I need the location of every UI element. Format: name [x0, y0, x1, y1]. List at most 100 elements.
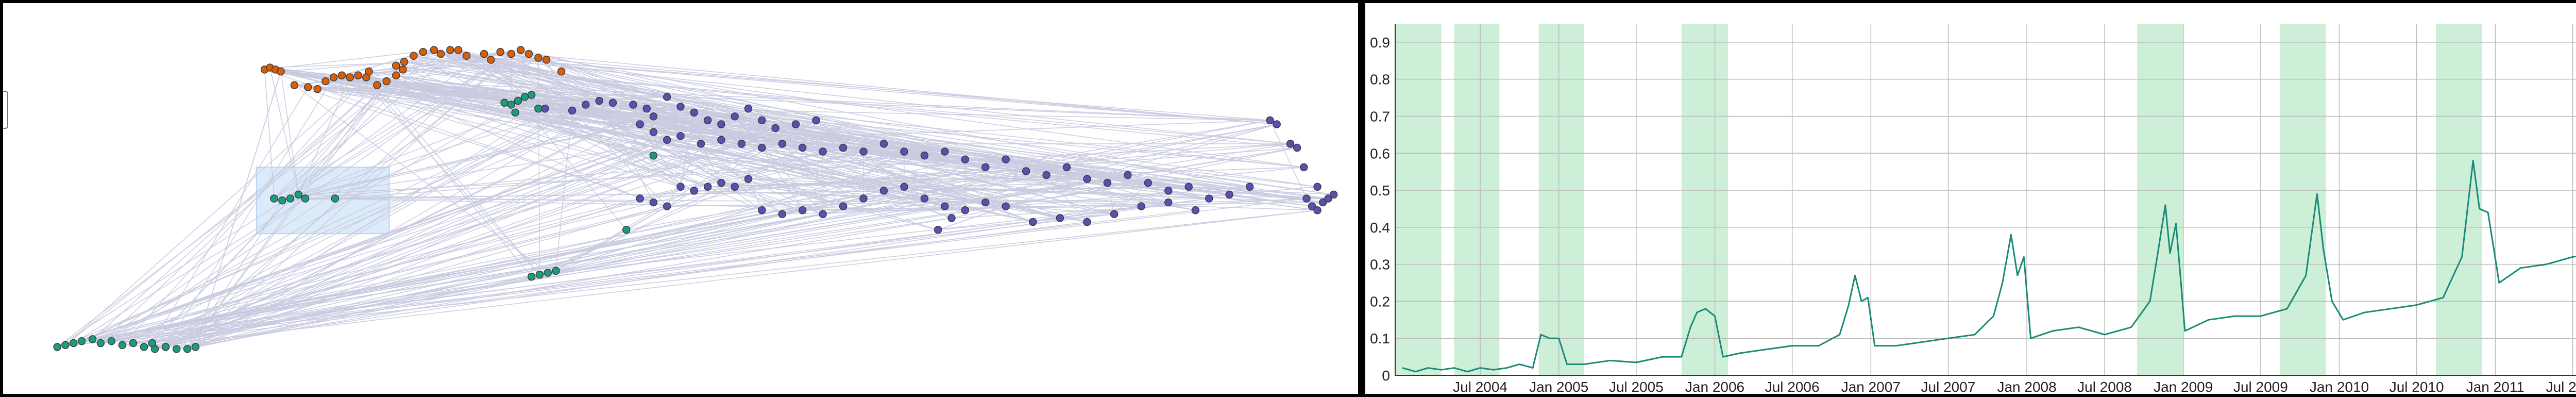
graph-node-purple[interactable] — [1124, 171, 1132, 179]
network-graph[interactable] — [3, 3, 1358, 394]
graph-node-purple[interactable] — [744, 175, 753, 183]
graph-node-green[interactable] — [53, 343, 61, 351]
graph-node-purple[interactable] — [900, 183, 908, 191]
graph-node-purple[interactable] — [1062, 163, 1071, 172]
graph-node-green[interactable] — [129, 339, 138, 348]
graph-node-purple[interactable] — [595, 96, 603, 105]
graph-node-orange[interactable] — [392, 71, 400, 79]
graph-node-purple[interactable] — [981, 198, 990, 207]
graph-node-orange[interactable] — [321, 77, 330, 86]
graph-node-green[interactable] — [552, 267, 560, 275]
graph-node-purple[interactable] — [737, 140, 746, 148]
graph-node-green[interactable] — [286, 194, 295, 203]
graph-node-orange[interactable] — [313, 85, 321, 93]
graph-node-purple[interactable] — [1056, 214, 1064, 222]
graph-node-purple[interactable] — [582, 101, 590, 109]
graph-node-green[interactable] — [118, 341, 127, 349]
graph-node-orange[interactable] — [304, 83, 312, 91]
graph-node-green[interactable] — [161, 343, 170, 351]
graph-node-purple[interactable] — [703, 116, 712, 125]
graph-node-purple[interactable] — [758, 206, 766, 214]
graph-node-purple[interactable] — [1002, 155, 1010, 163]
graph-node-green[interactable] — [172, 345, 181, 353]
graph-node-purple[interactable] — [690, 187, 699, 195]
graph-node-orange[interactable] — [507, 49, 515, 58]
graph-node-orange[interactable] — [430, 46, 438, 54]
graph-node-green[interactable] — [301, 194, 310, 203]
graph-node-purple[interactable] — [1029, 218, 1037, 226]
graph-node-purple[interactable] — [900, 147, 908, 156]
graph-node-green[interactable] — [70, 339, 78, 348]
graph-node-purple[interactable] — [819, 210, 827, 219]
graph-node-green[interactable] — [331, 194, 340, 203]
graph-node-orange[interactable] — [337, 71, 346, 79]
graph-node-purple[interactable] — [649, 198, 658, 207]
graph-node-purple[interactable] — [839, 143, 848, 152]
graph-node-purple[interactable] — [717, 136, 725, 144]
graph-node-purple[interactable] — [717, 178, 725, 187]
graph-node-green[interactable] — [140, 343, 148, 351]
graph-node-purple[interactable] — [879, 187, 888, 195]
graph-node-orange[interactable] — [462, 52, 471, 60]
graph-node-purple[interactable] — [717, 120, 725, 128]
graph-node-purple[interactable] — [791, 120, 800, 128]
graph-node-purple[interactable] — [676, 103, 685, 111]
graph-node-purple[interactable] — [819, 147, 827, 156]
graph-node-purple[interactable] — [1308, 202, 1316, 210]
graph-node-purple[interactable] — [1002, 202, 1010, 210]
graph-node-purple[interactable] — [961, 206, 970, 214]
graph-node-purple[interactable] — [731, 112, 739, 121]
graph-node-green[interactable] — [527, 91, 536, 99]
graph-node-green[interactable] — [191, 343, 200, 351]
graph-node-purple[interactable] — [771, 124, 779, 133]
graph-node-orange[interactable] — [534, 54, 543, 62]
graph-node-purple[interactable] — [636, 120, 644, 128]
graph-node-purple[interactable] — [649, 112, 658, 121]
graph-node-purple[interactable] — [947, 214, 956, 222]
graph-node-green[interactable] — [649, 151, 658, 160]
graph-node-purple[interactable] — [1042, 171, 1050, 179]
graph-node-purple[interactable] — [1083, 218, 1091, 226]
graph-node-purple[interactable] — [1286, 140, 1295, 148]
graph-node-purple[interactable] — [676, 131, 685, 140]
graph-node-purple[interactable] — [859, 194, 868, 203]
graph-node-purple[interactable] — [1293, 143, 1301, 152]
graph-node-purple[interactable] — [941, 147, 949, 156]
graph-node-orange[interactable] — [382, 77, 391, 86]
graph-node-purple[interactable] — [879, 140, 888, 148]
graph-node-green[interactable] — [77, 337, 86, 345]
graph-node-orange[interactable] — [346, 73, 354, 81]
graph-node-purple[interactable] — [1313, 206, 1321, 214]
graph-node-purple[interactable] — [758, 116, 766, 125]
graph-node-purple[interactable] — [731, 183, 739, 191]
graph-node-green[interactable] — [534, 104, 543, 113]
graph-node-purple[interactable] — [1022, 167, 1030, 175]
graph-node-purple[interactable] — [1103, 178, 1112, 187]
graph-node-orange[interactable] — [277, 67, 285, 76]
graph-node-orange[interactable] — [487, 56, 495, 64]
graph-node-green[interactable] — [96, 339, 105, 348]
graph-node-purple[interactable] — [568, 106, 577, 115]
graph-node-orange[interactable] — [496, 48, 504, 56]
graph-node-green[interactable] — [148, 339, 157, 348]
graph-node-purple[interactable] — [1324, 194, 1332, 203]
graph-node-purple[interactable] — [1137, 202, 1145, 210]
graph-node-green[interactable] — [294, 190, 303, 199]
graph-node-green[interactable] — [514, 96, 522, 105]
graph-node-purple[interactable] — [1164, 198, 1173, 207]
graph-node-purple[interactable] — [608, 98, 617, 107]
graph-node-orange[interactable] — [419, 48, 428, 56]
graph-node-purple[interactable] — [1144, 178, 1153, 187]
graph-node-green[interactable] — [507, 101, 515, 109]
graph-node-orange[interactable] — [290, 81, 299, 89]
graph-node-orange[interactable] — [446, 46, 454, 54]
graph-node-green[interactable] — [61, 341, 70, 349]
graph-node-purple[interactable] — [798, 143, 807, 152]
graph-node-orange[interactable] — [557, 67, 566, 76]
graph-node-purple[interactable] — [812, 116, 820, 125]
graph-node-purple[interactable] — [961, 155, 970, 163]
graph-node-purple[interactable] — [1329, 190, 1338, 199]
graph-node-purple[interactable] — [663, 93, 671, 101]
graph-node-orange[interactable] — [480, 49, 488, 58]
graph-node-purple[interactable] — [649, 128, 658, 136]
